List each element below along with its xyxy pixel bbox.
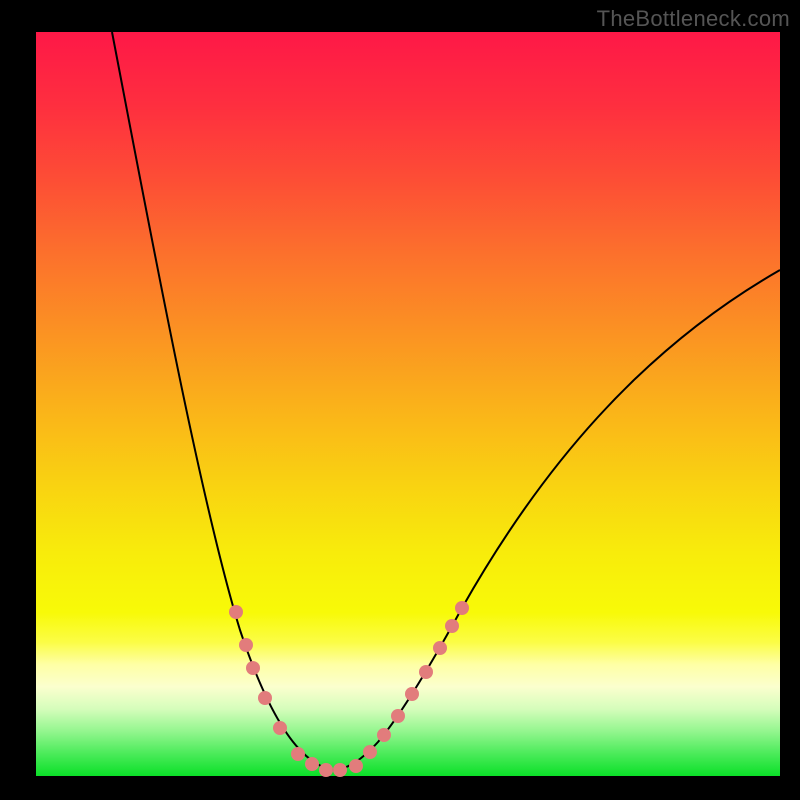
plot-gradient-background <box>36 32 780 776</box>
watermark-text: TheBottleneck.com <box>597 6 790 32</box>
chart-container: TheBottleneck.com <box>0 0 800 800</box>
